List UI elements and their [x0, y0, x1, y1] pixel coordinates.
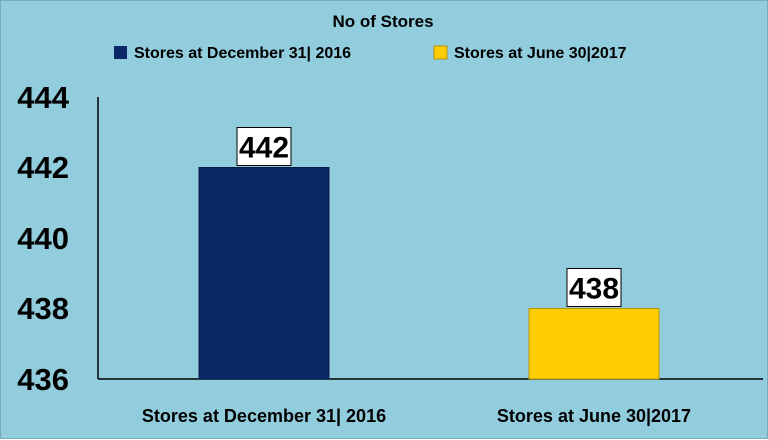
data-label-box: [566, 268, 622, 307]
legend-swatch-dec-2016: [114, 46, 127, 59]
data-label-box: [236, 127, 292, 166]
x-tick-label: Stores at December 31| 2016: [142, 406, 386, 426]
legend-label-dec-2016: Stores at December 31| 2016: [134, 45, 351, 62]
y-tick-label: 442: [17, 150, 69, 185]
x-tick-label: Stores at June 30|2017: [497, 406, 691, 426]
y-tick-label: 438: [17, 291, 69, 326]
legend-label-jun-2017: Stores at June 30|2017: [454, 45, 627, 62]
data-label: 442: [239, 132, 289, 165]
legend-swatch-jun-2017: [433, 45, 448, 60]
y-tick-label: 444: [17, 80, 69, 115]
bars-group: 442 438: [198, 127, 660, 380]
bar-dec-2016: [198, 167, 330, 380]
y-tick-label: 440: [17, 221, 69, 256]
chart-title: No of Stores: [332, 12, 433, 31]
data-label: 438: [569, 273, 619, 306]
bar-jun-2017: [528, 308, 660, 380]
y-tick-label: 436: [17, 362, 69, 397]
